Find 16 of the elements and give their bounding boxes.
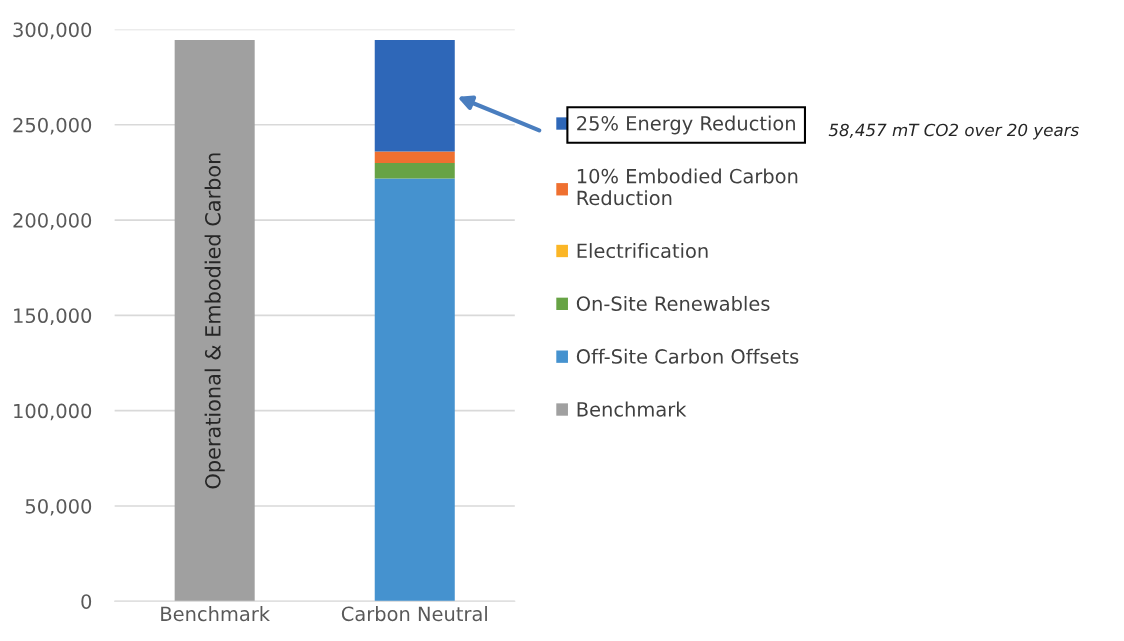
legend-label: Benchmark — [577, 401, 687, 417]
x-tick-label: Carbon Neutral — [341, 606, 487, 622]
y-tick-label: 150,000 — [14, 308, 92, 326]
legend-label: 25% Energy Reduction — [577, 115, 795, 135]
legend-label: On-Site Renewables — [576, 295, 770, 311]
legend-label: 10% Embodied Carbon Reduction — [577, 168, 798, 206]
annotation: Operational & Embodied Carbon — [204, 153, 225, 489]
y-tick-label: 0 — [81, 594, 92, 609]
text: 58,457 mT CO2 over 20 years — [828, 123, 1079, 140]
legend-label: Electrification — [577, 243, 708, 259]
y-tick-label: 300,000 — [13, 22, 92, 40]
legend-label: Off-Site Carbon Offsets — [576, 348, 799, 364]
y-tick-label: 200,000 — [13, 213, 92, 230]
y-tick-label: 50,000 — [25, 498, 92, 516]
y-tick-label: 250,000 — [13, 117, 92, 135]
y-tick-label: 100,000 — [14, 403, 92, 421]
